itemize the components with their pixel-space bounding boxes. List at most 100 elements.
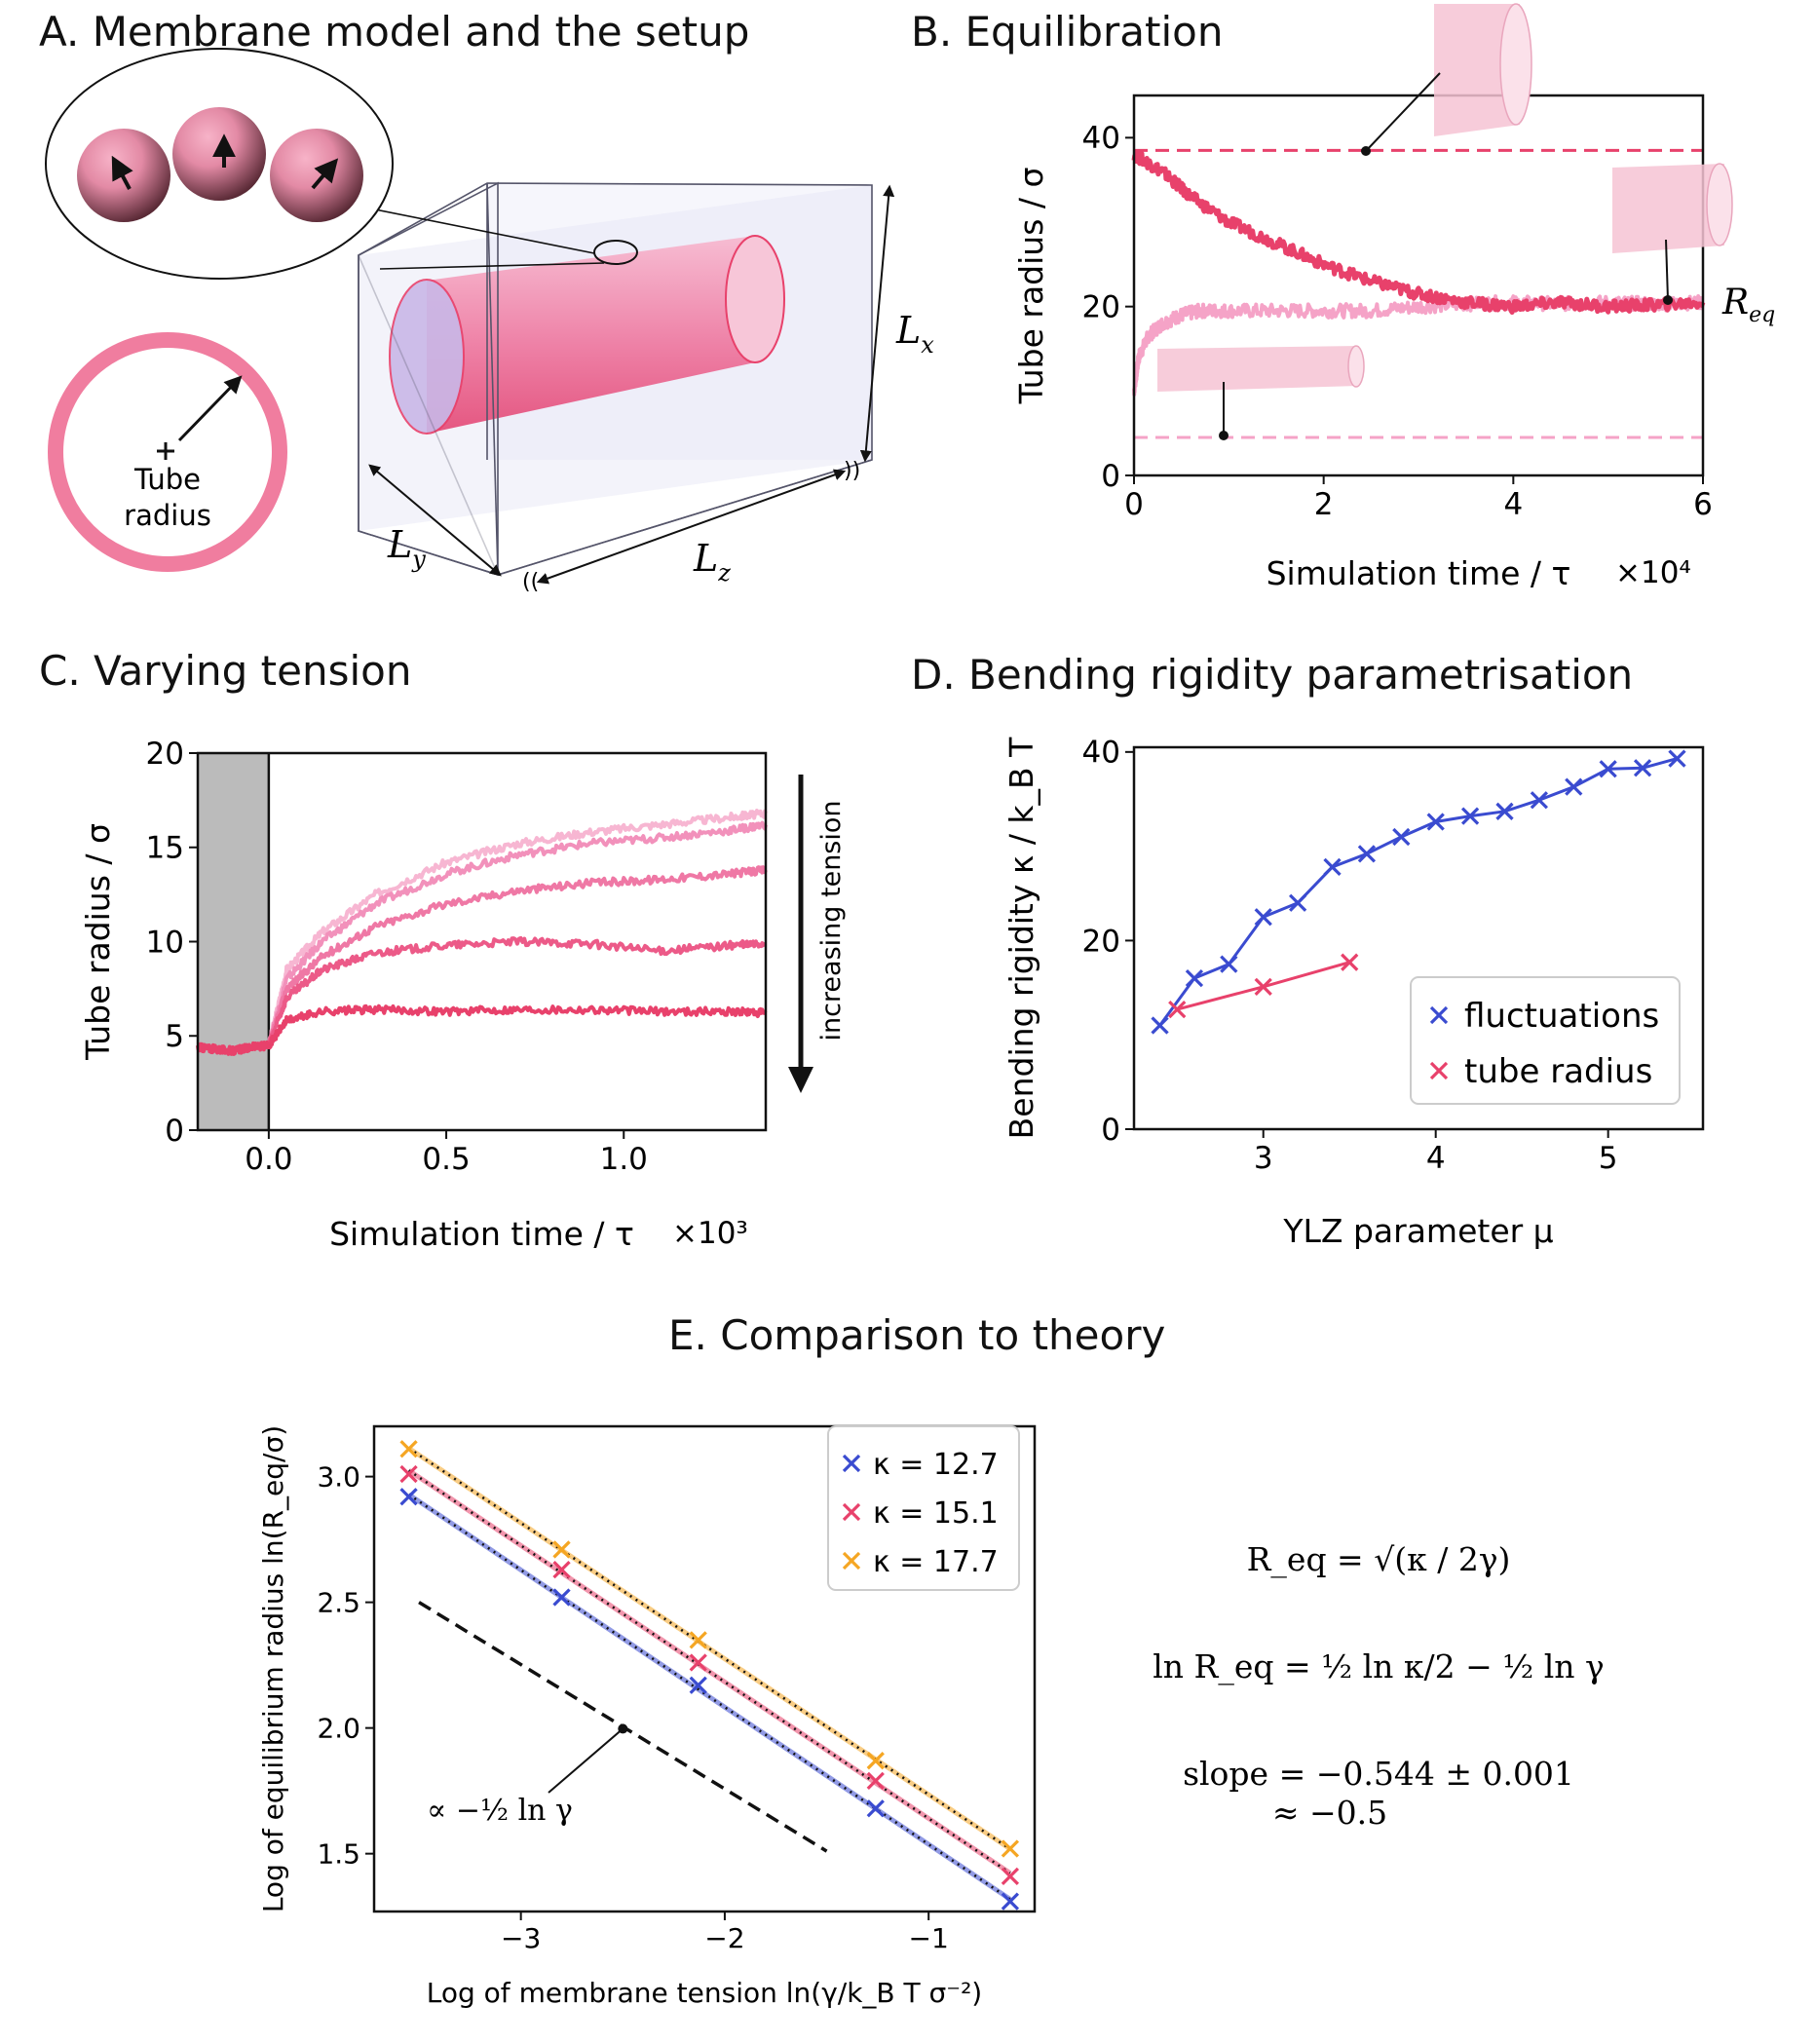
snapshot-equilibrium: [1612, 163, 1733, 301]
proportional-leader: [548, 1727, 624, 1794]
data-point: [1254, 977, 1272, 996]
orientation-arrow-icon: [111, 155, 133, 190]
y-tick-label: 40: [1082, 736, 1120, 771]
data-point: [1565, 777, 1583, 796]
x-tick-label: −3: [501, 1922, 541, 1954]
periodic-mark-right: )): [844, 459, 860, 483]
legend-marker: [1429, 1061, 1449, 1080]
chart-e-xlabel: Log of membrane tension ln(γ/k_B T σ⁻²): [427, 1977, 982, 2009]
data-point: [1254, 908, 1272, 927]
panel-d-title: D. Bending rigidity parametrisation: [911, 651, 1634, 699]
series-line: [267, 865, 768, 1045]
data-point: [1341, 953, 1359, 971]
membrane-tube: [389, 235, 785, 435]
y-tick-label: 0: [1101, 1113, 1120, 1148]
legend-label: fluctuations: [1464, 997, 1659, 1036]
chart-c-ylabel: Tube radius / σ: [79, 823, 117, 1061]
series-line: [267, 1003, 768, 1050]
series-line: [266, 820, 768, 1049]
equation-req: R_eq = √(κ / 2γ): [1247, 1540, 1511, 1579]
tension-arrow-label: increasing tension: [816, 800, 847, 1041]
equation-approx: ≈ −0.5: [1272, 1794, 1387, 1832]
leader-dot: [1219, 431, 1229, 440]
legend-marker: [1429, 1005, 1449, 1025]
x-tick-label: −2: [704, 1922, 744, 1954]
zoom-region: [593, 240, 638, 265]
fit-line-dotted: [407, 1469, 1011, 1874]
chart-c-xlabel: Simulation time / τ: [329, 1215, 634, 1253]
legend-label: κ = 15.1: [873, 1496, 999, 1531]
chart-b-ylabel: Tube radius / σ: [1012, 168, 1050, 405]
data-point: [866, 1799, 885, 1818]
data-point: [1668, 749, 1686, 768]
data-point: [866, 1771, 885, 1790]
lz-label: Lz: [693, 537, 731, 587]
data-point: [1530, 791, 1549, 810]
tube-cross-section: [48, 332, 287, 572]
data-point: [1185, 969, 1204, 988]
panel-a-title: A. Membrane model and the setup: [39, 8, 750, 56]
tension-arrow-icon: [788, 1067, 813, 1093]
data-point: [689, 1653, 707, 1672]
chart-b-x-multiplier: ×10⁴: [1615, 555, 1691, 590]
data-point: [1168, 1000, 1187, 1019]
x-tick-label: −1: [909, 1922, 949, 1954]
shaded-region: [198, 753, 269, 1130]
y-tick-label: 15: [146, 831, 184, 866]
lipid-bead: [270, 129, 363, 222]
panel-b-title: B. Equilibration: [911, 8, 1224, 56]
chart-d-frame: [1132, 745, 1705, 1131]
x-tick-label: 2: [1314, 487, 1334, 522]
data-point: [689, 1631, 707, 1649]
lx-arrow: [859, 184, 895, 463]
y-tick-label: 3.0: [317, 1460, 360, 1493]
chart-e-frame: [372, 1424, 1037, 1913]
series-line: [196, 1040, 271, 1056]
equation-slope: slope = −0.544 ± 0.001: [1183, 1755, 1574, 1793]
legend-marker: [842, 1454, 861, 1473]
y-tick-label: 5: [165, 1019, 184, 1054]
data-point: [1357, 845, 1377, 863]
panel-a-schematic: (( )) Lx Ly Lz Tube radius: [45, 48, 934, 594]
radius-label-line2: radius: [124, 499, 211, 532]
equation-log: ln R_eq = ½ ln κ/2 − ½ ln γ: [1153, 1647, 1605, 1686]
data-point: [689, 1676, 707, 1694]
data-point: [1323, 857, 1342, 877]
chart-e: −3 −2 −1 1.5 2.0 2.5 3.0 Log of equilibrium ra…: [257, 1424, 1037, 2009]
data-point: [399, 1440, 418, 1458]
y-tick-label: 20: [1082, 924, 1120, 959]
req-annotation: Req: [1721, 283, 1775, 327]
data-point: [1001, 1839, 1020, 1858]
x-tick-label: 0.0: [245, 1142, 292, 1177]
y-tick-label: 10: [146, 925, 184, 960]
panel-c-title: C. Varying tension: [39, 647, 412, 695]
legend-marker: [842, 1551, 861, 1571]
panel-e-title: E. Comparison to theory: [668, 1311, 1166, 1359]
lipid-bead: [172, 107, 266, 201]
y-tick-label: 2.0: [317, 1712, 360, 1744]
data-point: [399, 1464, 418, 1484]
y-tick-label: 20: [146, 737, 184, 772]
chart-e-legend: κ = 12.7 κ = 15.1 κ = 17.7: [827, 1425, 1020, 1591]
chart-b-xlabel: Simulation time / τ: [1267, 554, 1571, 592]
data-point: [399, 1488, 418, 1506]
x-tick-label: 0.5: [422, 1142, 470, 1177]
x-tick-label: 4: [1426, 1141, 1446, 1176]
x-tick-label: 0: [1124, 487, 1144, 522]
chart-c: 0.0 0.5 1.0 0 5 10 15 20 Tube radius / σ Simula…: [79, 737, 847, 1253]
x-tick-label: 6: [1693, 487, 1713, 522]
data-point: [1392, 827, 1411, 847]
fit-line-dotted: [407, 1493, 1011, 1901]
series-line: [267, 809, 768, 1048]
chart-d: 3 4 5 0 20 40 Bending rigidity κ / k_B T YLZ …: [1002, 736, 1705, 1250]
x-tick-label: 4: [1503, 487, 1523, 522]
data-point: [866, 1752, 885, 1770]
y-tick-label: 0: [1101, 459, 1120, 494]
x-tick-label: 3: [1254, 1141, 1273, 1176]
theory-equations: R_eq = √(κ / 2γ) ln R_eq = ½ ln κ/2 − ½ …: [1153, 1540, 1605, 1832]
snapshot-initial-large: [1365, 3, 1532, 152]
ly-label: Ly: [387, 523, 426, 573]
chart-e-ylabel: Log of equilibrium radius ln(R_eq/σ): [257, 1425, 289, 1912]
legend-marker: [842, 1502, 861, 1522]
lipid-beads: [77, 107, 363, 222]
